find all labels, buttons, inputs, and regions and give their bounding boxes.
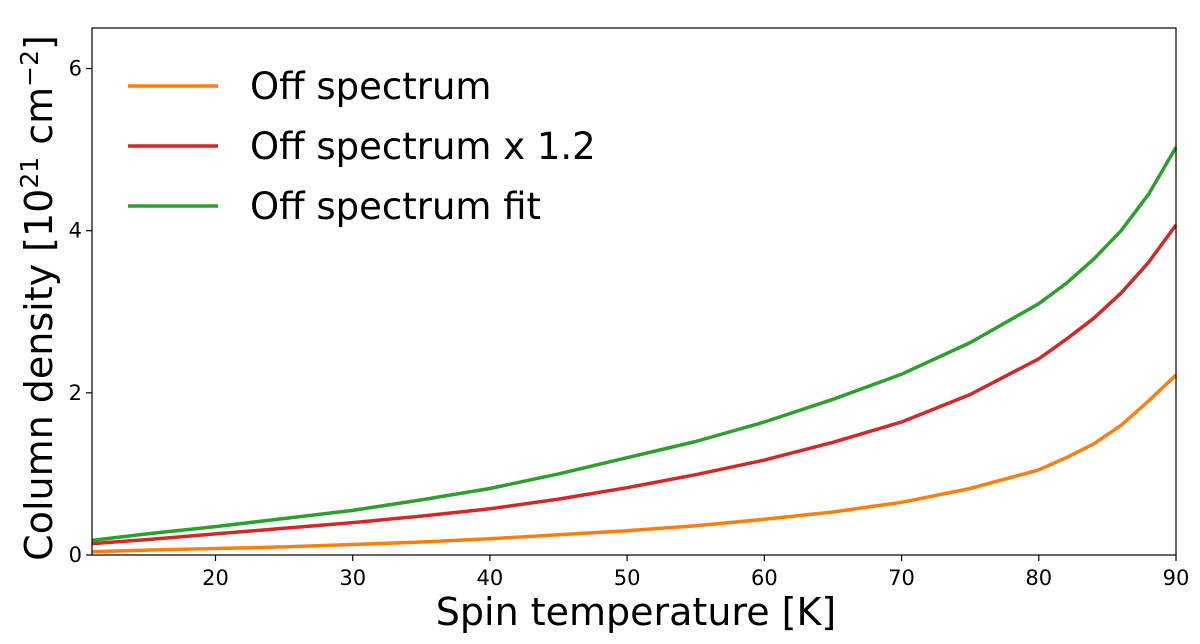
y-tick-label-0: 0 — [69, 543, 82, 567]
series-line-2 — [91, 223, 1178, 546]
y-axis-title-unit: cm — [17, 87, 61, 157]
y-tick-label-4: 4 — [69, 219, 82, 243]
y-tick-label-6: 6 — [69, 57, 82, 81]
x-tick-label-30: 30 — [339, 566, 366, 590]
y-axis-title-unit-exponent: −2 — [15, 50, 44, 87]
plot-frame — [91, 27, 1177, 556]
y-axis-title-close: ] — [17, 35, 61, 50]
axes: 20 30 40 50 60 70 80 90 0 2 4 6 — [69, 27, 1190, 590]
x-tick-label-60: 60 — [751, 566, 778, 590]
legend-label-3: Off spectrum fit — [250, 185, 541, 228]
series-line-1 — [91, 373, 1178, 554]
x-tick-label-40: 40 — [477, 566, 504, 590]
x-tick-label-20: 20 — [202, 566, 229, 590]
legend: Off spectrum Off spectrum x 1.2 Off spectr… — [128, 65, 596, 228]
x-tick-label-70: 70 — [888, 566, 915, 590]
x-axis-title: Spin temperature [K] — [436, 590, 836, 634]
legend-label-2: Off spectrum x 1.2 — [250, 125, 596, 168]
x-tick-label-90: 90 — [1163, 566, 1190, 590]
legend-label-1: Off spectrum — [250, 65, 491, 108]
y-axis-title: Column density [1021 cm−2] — [15, 35, 61, 561]
plot-area — [91, 146, 1178, 554]
y-tick-label-2: 2 — [69, 381, 82, 405]
series-line-3 — [91, 146, 1178, 543]
x-tick-label-80: 80 — [1025, 566, 1052, 590]
y-axis-title-main: Column density [10 — [17, 189, 61, 561]
x-tick-label-50: 50 — [614, 566, 641, 590]
y-axis-title-exponent: 21 — [15, 157, 44, 189]
